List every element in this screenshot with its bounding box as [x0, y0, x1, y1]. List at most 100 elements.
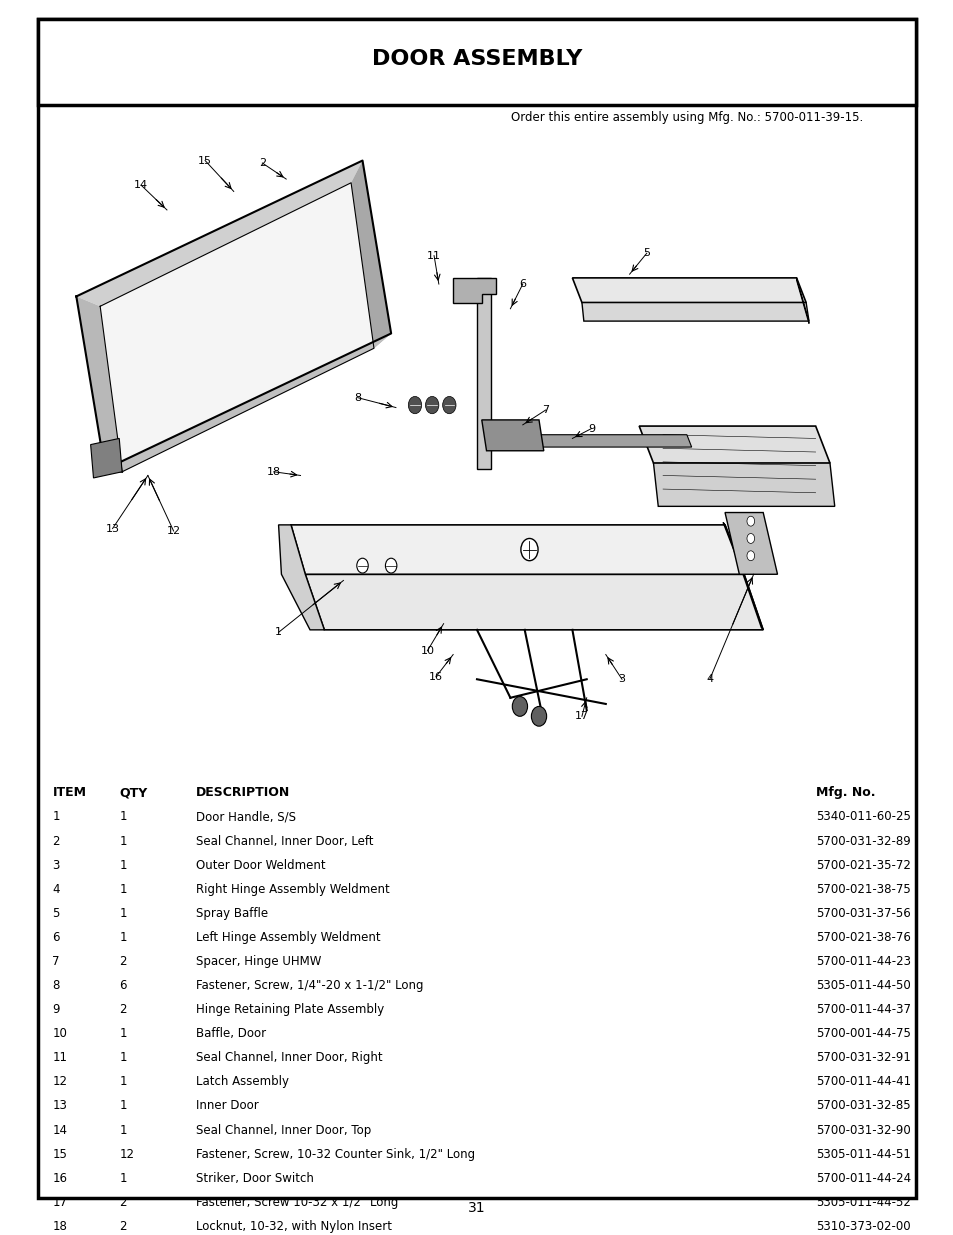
Text: 4: 4	[705, 674, 713, 684]
FancyBboxPatch shape	[38, 19, 915, 105]
Text: 5700-001-44-75: 5700-001-44-75	[815, 1028, 909, 1040]
Text: Inner Door: Inner Door	[195, 1099, 258, 1113]
Text: 8: 8	[354, 393, 361, 403]
Text: 11: 11	[427, 251, 440, 261]
Text: Fastener, Screw, 10-32 Counter Sink, 1/2" Long: Fastener, Screw, 10-32 Counter Sink, 1/2…	[195, 1147, 475, 1161]
Polygon shape	[796, 278, 808, 324]
Text: Locknut, 10-32, with Nylon Insert: Locknut, 10-32, with Nylon Insert	[195, 1220, 391, 1233]
Text: 6: 6	[52, 931, 60, 944]
Text: 5: 5	[52, 906, 60, 920]
Polygon shape	[496, 435, 691, 447]
Text: 5700-011-44-37: 5700-011-44-37	[815, 1003, 910, 1016]
Circle shape	[512, 697, 527, 716]
Text: 4: 4	[52, 883, 60, 895]
Text: 1: 1	[119, 1099, 127, 1113]
Text: 5700-031-32-85: 5700-031-32-85	[815, 1099, 909, 1113]
Text: 12: 12	[167, 526, 180, 536]
Text: 18: 18	[267, 467, 280, 477]
Text: 5: 5	[642, 248, 650, 258]
Text: 1: 1	[119, 810, 127, 824]
Polygon shape	[453, 278, 496, 303]
Text: 5700-021-35-72: 5700-021-35-72	[815, 858, 909, 872]
Text: 1: 1	[119, 858, 127, 872]
Circle shape	[531, 706, 546, 726]
Polygon shape	[581, 303, 808, 321]
FancyBboxPatch shape	[38, 19, 915, 1198]
Text: 6: 6	[119, 979, 127, 992]
Text: 17: 17	[575, 711, 588, 721]
Text: 18: 18	[52, 1220, 68, 1233]
Text: Striker, Door Switch: Striker, Door Switch	[195, 1172, 314, 1184]
Text: 5310-373-02-00: 5310-373-02-00	[815, 1220, 909, 1233]
Circle shape	[746, 551, 754, 561]
Text: 12: 12	[119, 1147, 134, 1161]
Text: Latch Assembly: Latch Assembly	[195, 1076, 288, 1088]
Text: 5700-031-32-89: 5700-031-32-89	[815, 835, 909, 847]
Text: Baffle, Door: Baffle, Door	[195, 1028, 266, 1040]
Polygon shape	[572, 278, 805, 303]
Text: 5305-011-44-52: 5305-011-44-52	[815, 1195, 909, 1209]
Text: DESCRIPTION: DESCRIPTION	[195, 787, 290, 799]
Text: ITEM: ITEM	[52, 787, 87, 799]
Text: Seal Channel, Inner Door, Left: Seal Channel, Inner Door, Left	[195, 835, 373, 847]
Text: Order this entire assembly using Mfg. No.: 5700-011-39-15.: Order this entire assembly using Mfg. No…	[510, 111, 862, 124]
Text: 14: 14	[52, 1124, 68, 1136]
Text: Fastener, Screw 10-32 x 1/2" Long: Fastener, Screw 10-32 x 1/2" Long	[195, 1195, 397, 1209]
Circle shape	[746, 516, 754, 526]
Text: 17: 17	[52, 1195, 68, 1209]
Text: 7: 7	[52, 955, 60, 968]
Text: 5700-011-44-24: 5700-011-44-24	[815, 1172, 910, 1184]
Circle shape	[746, 534, 754, 543]
Text: 5700-031-32-91: 5700-031-32-91	[815, 1051, 909, 1065]
Text: Spacer, Hinge UHMW: Spacer, Hinge UHMW	[195, 955, 320, 968]
Text: Right Hinge Assembly Weldment: Right Hinge Assembly Weldment	[195, 883, 389, 895]
Text: 1: 1	[52, 810, 60, 824]
Text: 10: 10	[420, 646, 434, 656]
Polygon shape	[305, 574, 762, 630]
Circle shape	[425, 396, 438, 414]
Circle shape	[408, 396, 421, 414]
Polygon shape	[100, 183, 374, 472]
Text: Left Hinge Assembly Weldment: Left Hinge Assembly Weldment	[195, 931, 380, 944]
Text: 1: 1	[119, 1051, 127, 1065]
Text: 5340-011-60-25: 5340-011-60-25	[815, 810, 909, 824]
Text: 2: 2	[119, 1003, 127, 1016]
Text: 2: 2	[52, 835, 60, 847]
Text: 1: 1	[119, 1028, 127, 1040]
Text: Fastener, Screw, 1/4"-20 x 1-1/2" Long: Fastener, Screw, 1/4"-20 x 1-1/2" Long	[195, 979, 422, 992]
Text: 15: 15	[198, 156, 212, 165]
Polygon shape	[291, 525, 743, 574]
Text: 15: 15	[52, 1147, 68, 1161]
Text: 9: 9	[587, 424, 595, 433]
Text: 2: 2	[258, 158, 266, 168]
Text: 5700-011-44-41: 5700-011-44-41	[815, 1076, 910, 1088]
Text: Spray Baffle: Spray Baffle	[195, 906, 268, 920]
Polygon shape	[722, 522, 762, 630]
Polygon shape	[724, 513, 777, 574]
Text: 16: 16	[52, 1172, 68, 1184]
Polygon shape	[476, 278, 491, 469]
Text: 11: 11	[52, 1051, 68, 1065]
Polygon shape	[76, 161, 362, 306]
Text: 13: 13	[52, 1099, 68, 1113]
Polygon shape	[639, 426, 829, 463]
Text: Seal Channel, Inner Door, Top: Seal Channel, Inner Door, Top	[195, 1124, 371, 1136]
Text: Outer Door Weldment: Outer Door Weldment	[195, 858, 325, 872]
Text: 2: 2	[119, 955, 127, 968]
Polygon shape	[653, 463, 834, 506]
Text: 3: 3	[52, 858, 60, 872]
Text: 5700-031-37-56: 5700-031-37-56	[815, 906, 909, 920]
Text: 5700-021-38-75: 5700-021-38-75	[815, 883, 909, 895]
Text: 1: 1	[119, 1076, 127, 1088]
Polygon shape	[278, 525, 324, 630]
Circle shape	[442, 396, 456, 414]
Text: 13: 13	[106, 524, 119, 534]
Polygon shape	[76, 296, 122, 472]
Text: 5305-011-44-51: 5305-011-44-51	[815, 1147, 909, 1161]
Text: 1: 1	[119, 931, 127, 944]
Text: Door Handle, S/S: Door Handle, S/S	[195, 810, 295, 824]
Text: 5700-011-44-23: 5700-011-44-23	[815, 955, 910, 968]
Text: 5700-031-32-90: 5700-031-32-90	[815, 1124, 909, 1136]
Text: 1: 1	[274, 627, 282, 637]
Text: 14: 14	[134, 180, 148, 190]
